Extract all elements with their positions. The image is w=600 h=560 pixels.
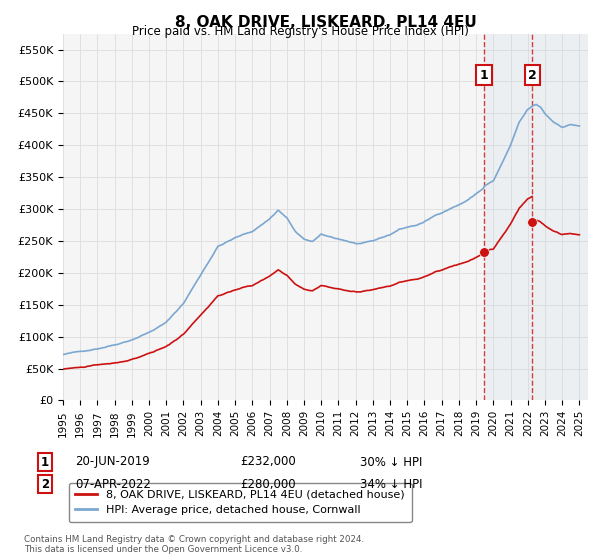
Text: 1: 1 xyxy=(480,68,488,82)
Text: 2: 2 xyxy=(41,478,49,491)
Bar xyxy=(532,34,588,400)
Text: 34% ↓ HPI: 34% ↓ HPI xyxy=(360,478,422,491)
Bar xyxy=(484,34,532,400)
Legend: 8, OAK DRIVE, LISKEARD, PL14 4EU (detached house), HPI: Average price, detached : 8, OAK DRIVE, LISKEARD, PL14 4EU (detach… xyxy=(68,483,412,522)
Text: 30% ↓ HPI: 30% ↓ HPI xyxy=(360,455,422,469)
Text: £280,000: £280,000 xyxy=(240,478,296,491)
Text: Price paid vs. HM Land Registry's House Price Index (HPI): Price paid vs. HM Land Registry's House … xyxy=(131,25,469,38)
Text: 1: 1 xyxy=(41,455,49,469)
Text: 2: 2 xyxy=(528,68,537,82)
Text: 20-JUN-2019: 20-JUN-2019 xyxy=(75,455,150,469)
Text: Contains HM Land Registry data © Crown copyright and database right 2024.
This d: Contains HM Land Registry data © Crown c… xyxy=(24,535,364,554)
Text: £232,000: £232,000 xyxy=(240,455,296,469)
Text: 07-APR-2022: 07-APR-2022 xyxy=(75,478,151,491)
Title: 8, OAK DRIVE, LISKEARD, PL14 4EU: 8, OAK DRIVE, LISKEARD, PL14 4EU xyxy=(175,15,476,30)
